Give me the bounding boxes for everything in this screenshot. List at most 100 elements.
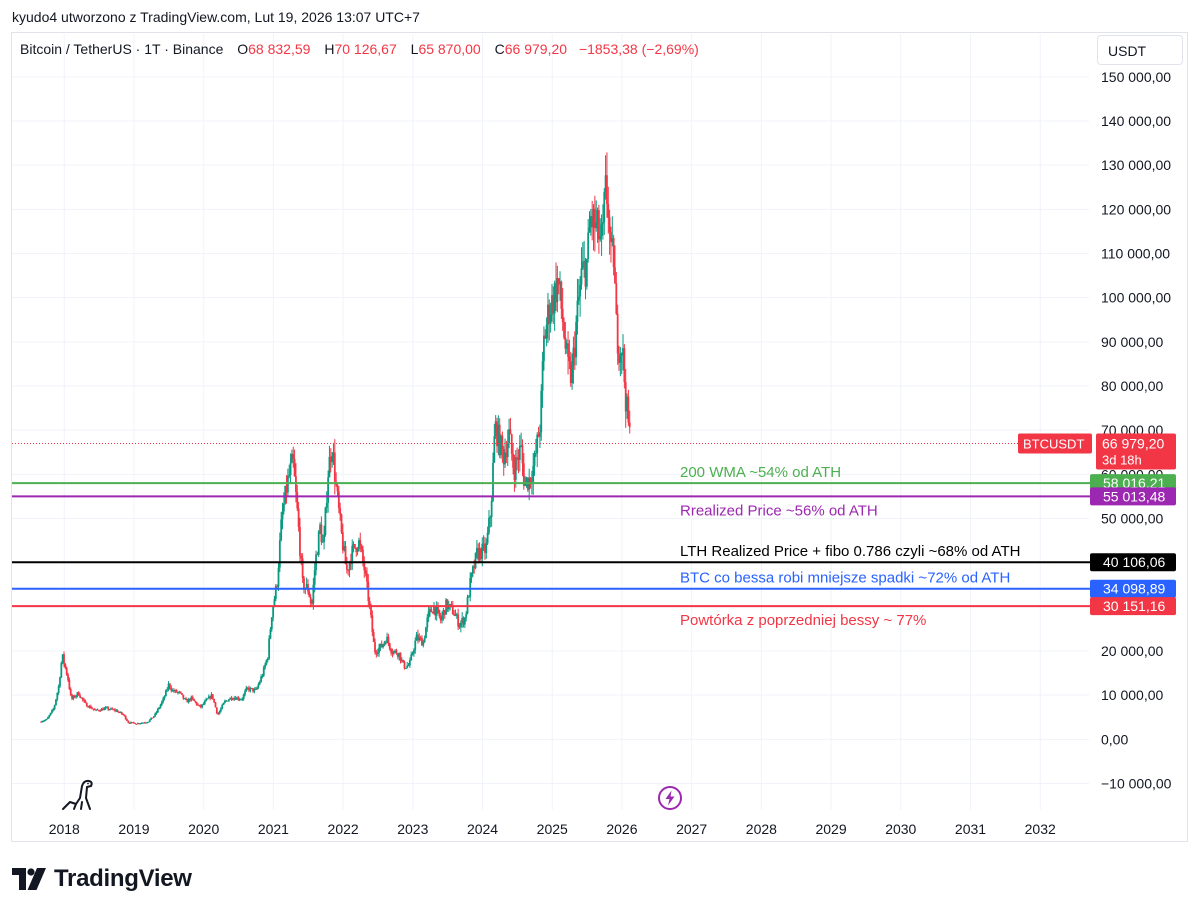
lightning-event-icon[interactable] [656,784,684,812]
candle-body [403,661,406,669]
candle-body [402,659,405,662]
candle-body [604,175,607,192]
candle-body [563,321,565,338]
candle-body [285,485,288,493]
x-tick-label: 2022 [328,821,359,837]
candle-body [65,667,68,675]
candle-body [61,654,64,663]
level-annotation: Rrealized Price ~56% od ATH [680,502,878,519]
candle-body [163,696,166,699]
candle-body [412,650,415,654]
candle-body [202,703,205,705]
candle-body [548,304,551,324]
candle-body [414,640,417,651]
change-value: −1853,38 (−2,69%) [578,41,699,57]
candle-body [241,699,244,701]
candle-body [555,283,557,303]
candle-body [63,654,65,664]
candle-body [565,343,568,349]
candle-body [296,491,299,509]
currency-button[interactable]: USDT [1097,35,1183,65]
candle-body [281,511,284,520]
candle-body [516,457,519,459]
candle-body [398,652,401,657]
candle-body [593,208,596,229]
candle-body [300,555,303,559]
candle-body [619,355,622,363]
candle-body [386,636,388,644]
candle-body [569,361,572,384]
candle-body [478,548,481,560]
candle-body [190,696,193,701]
symbol-title[interactable]: Bitcoin / TetherUS · 1T · Binance [20,41,224,57]
candle-body [627,396,630,423]
candle-body [497,424,500,447]
candle-body [162,698,165,702]
y-tick-label: 90 000,00 [1101,334,1163,350]
candle-body [347,569,350,571]
chart-caption: kyudo4 utworzono z TradingView.com, Lut … [12,9,420,25]
candle-body [441,615,443,621]
candle-body [484,543,486,553]
candle-body [525,477,528,482]
candle-body [68,680,71,689]
candle-body [399,652,402,661]
candle-body [92,708,95,710]
candle-body [312,584,315,604]
level-price-tag [1090,579,1176,598]
candle-body [177,692,179,694]
dinosaur-icon[interactable] [60,776,96,812]
candle-body [502,449,505,465]
candle-body [40,721,43,723]
candle-body [221,705,224,709]
level-price-tag [1090,553,1176,572]
candle-body [603,191,606,223]
candle-body [541,361,544,391]
candle-body [457,614,460,627]
candle-body [122,713,124,715]
candle-body [269,629,272,639]
low-value: 65 870,00 [418,41,481,57]
candle-body [256,687,258,690]
candle-body [320,524,323,543]
candle-body [230,697,233,700]
candle-body [135,723,138,725]
candle-body [116,710,119,713]
y-tick-label: 110 000,00 [1101,246,1170,262]
candle-body [532,465,535,483]
candle-body [583,260,586,262]
candle-body [496,421,498,447]
candle-body [159,704,162,708]
tradingview-logo[interactable]: TradingView [12,864,192,894]
candle-body [382,644,384,648]
low-label: L [410,41,419,57]
x-tick-label: 2030 [885,821,916,837]
candle-body [83,699,86,702]
candle-body [529,477,532,484]
candle-body [171,690,174,692]
candle-body [537,434,540,437]
y-tick-label: −10 000,00 [1101,776,1172,792]
candle-body [118,712,120,714]
candle-body [185,698,187,700]
candle-body [568,356,571,362]
candle-body [57,686,60,693]
candle-body [363,561,366,571]
candle-body [270,617,273,630]
candle-body [175,690,178,693]
candle-body [482,543,485,545]
candle-body [187,698,190,703]
candle-body [214,702,217,708]
y-tick-label: 20 000,00 [1101,643,1163,659]
candle-body [567,343,569,357]
candle-body [95,709,98,711]
candle-body [606,175,608,205]
candle-body [182,694,185,699]
candle-body [268,638,271,659]
candle-body [88,706,91,708]
candle-body [69,688,72,695]
candle-body [534,453,537,455]
candle-body [107,707,110,710]
candle-body [309,596,312,604]
